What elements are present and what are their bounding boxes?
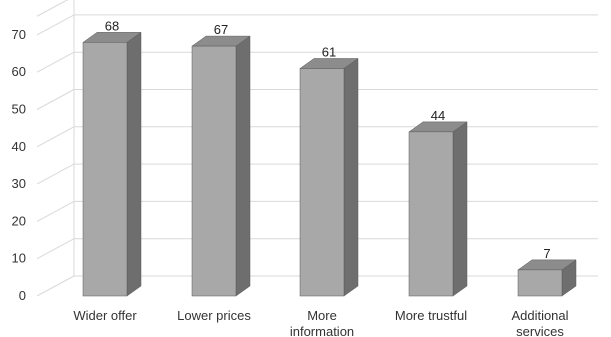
y-tick-label: 40 [12,139,26,154]
bar-front [191,45,237,297]
y-tick-label: 70 [12,27,26,42]
data-label: 7 [543,246,550,261]
gridline-diagonal [36,163,75,185]
gridline-diagonal [36,89,75,110]
bar-front [299,68,345,297]
x-tick-label: Lower prices [177,308,251,323]
bar-front [517,269,563,297]
bar [517,259,577,297]
y-tick-label: 0 [19,288,26,303]
y-axis: 0 10 20 30 40 50 60 70 [12,27,26,303]
data-label: 61 [322,44,336,59]
bar-front [408,131,454,297]
x-axis: Wider offer Lower prices More information Mo… [73,308,568,337]
gridline-diagonal [36,238,75,260]
y-tick-label: 60 [12,64,26,79]
bar [82,31,142,297]
y-tick-label: 50 [12,102,26,117]
data-label: 67 [214,22,228,37]
y-tick-label: 10 [12,251,26,266]
bar-front [82,42,128,297]
x-tick-label: More trustful [395,308,467,323]
bar-side [235,35,251,297]
y-tick-label: 20 [12,213,26,228]
bar-side [452,121,468,297]
gridline-diagonal [36,0,69,17]
bars: 68 67 61 44 7 [82,18,577,297]
gridline-diagonal [36,200,75,222]
x-tick-label: More information [290,308,354,337]
y-tick-label: 30 [12,176,26,191]
gridline-diagonal [36,51,75,73]
data-label: 68 [105,18,119,33]
bar [408,121,468,297]
gridline-diagonal [36,126,75,148]
gridline-diagonal [36,275,75,297]
x-tick-label: Additional services [511,308,568,337]
x-tick-label: Wider offer [73,308,137,323]
bar-side [343,57,359,297]
gridline-diagonal [36,14,75,36]
bar-side [126,31,142,297]
bar [191,35,251,297]
bar [299,57,359,297]
data-label: 44 [431,108,445,123]
